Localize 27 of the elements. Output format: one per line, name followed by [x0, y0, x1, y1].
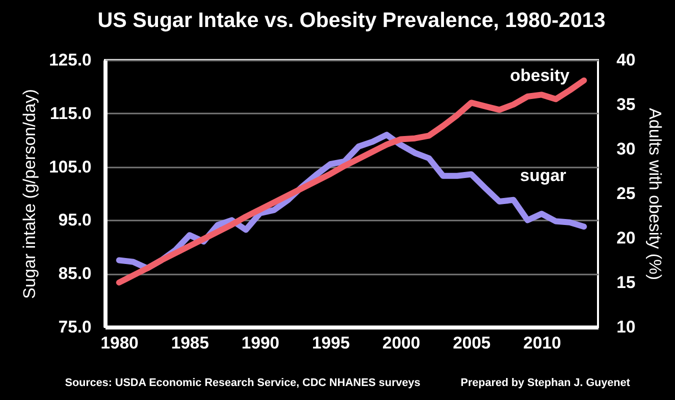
x-tick-label: 1980	[100, 334, 138, 352]
series-label: sugar	[520, 166, 567, 185]
y2-tick-label: 25	[616, 184, 636, 203]
y-tick-label: 125.0	[48, 50, 92, 70]
x-tick-label: 2000	[382, 334, 420, 352]
y-tick-label: 75.0	[58, 318, 92, 336]
text: Prepared by Stephan J. Guyenet	[460, 377, 630, 389]
x-tick-label: 1985	[171, 334, 209, 352]
y-tick-label: 85.0	[58, 264, 92, 284]
y-tick-label: 95.0	[58, 210, 92, 230]
x-tick-label: 2005	[452, 334, 491, 352]
y2-tick-label: 30	[616, 140, 636, 158]
series-label: obesity	[510, 66, 570, 85]
y2-tick-label: 40	[616, 50, 636, 70]
y2-axis-title: Adults with obesity (%)	[645, 108, 664, 280]
source-note: Sources: USDA Economic Research Service, CDC NHANES surveys	[65, 377, 420, 389]
y-axis-title: Sugar intake (g/person/day)	[20, 89, 39, 299]
y-tick-label: 115.0	[50, 104, 92, 123]
y2-tick-label: 20	[616, 228, 636, 248]
chart-title: US Sugar Intake vs. Obesity Prevalence, 1980-2013	[98, 9, 606, 32]
x-tick-label: 2010	[523, 334, 562, 352]
x-tick-label: 1995	[312, 334, 350, 352]
y2-tick-label: 10	[616, 318, 636, 336]
y2-tick-label: 15	[616, 273, 636, 292]
y2-tick-label: 35	[616, 95, 636, 114]
x-tick-label: 1990	[242, 334, 280, 352]
y-tick-label: 105.0	[48, 157, 92, 176]
